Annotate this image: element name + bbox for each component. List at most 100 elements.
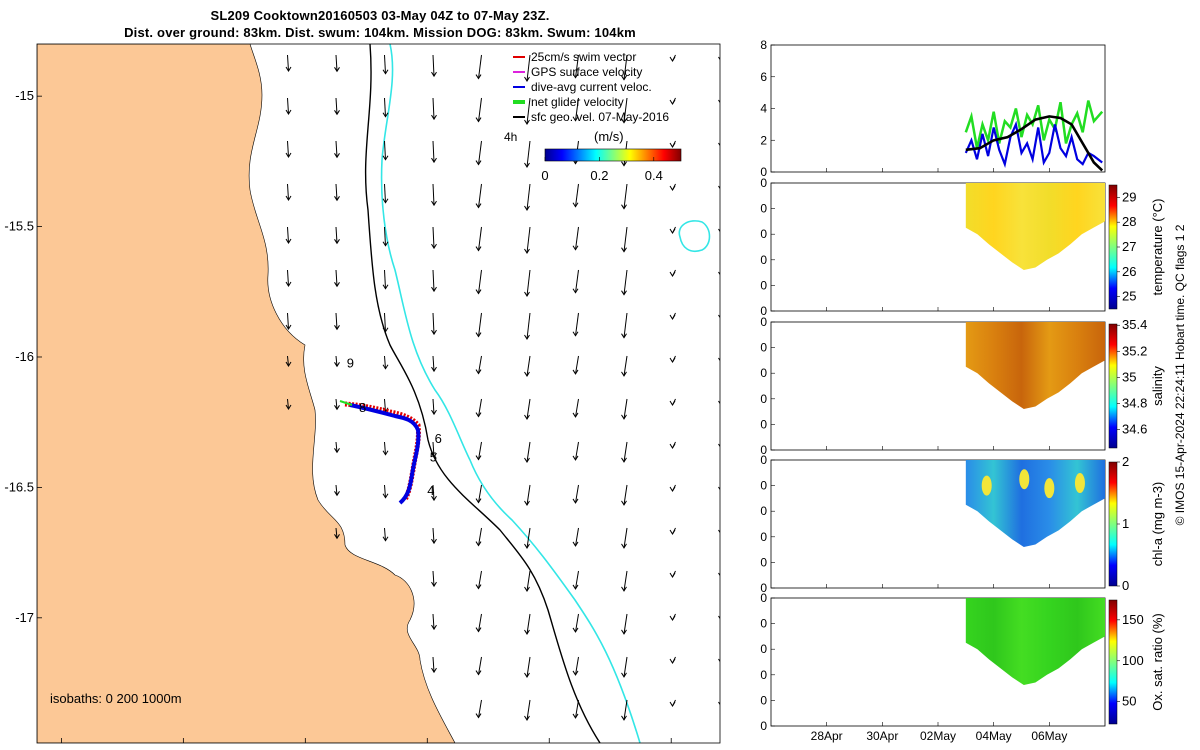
surface-velocity-arrow xyxy=(432,140,435,163)
chla-maximum-patch xyxy=(1074,473,1085,494)
surface-velocity-arrowhead xyxy=(572,455,579,461)
surface-velocity-arrow xyxy=(478,97,482,122)
surface-velocity-arrowhead xyxy=(475,332,482,338)
surface-velocity-arrowhead xyxy=(475,369,482,375)
oxygen-section-fill xyxy=(965,598,1105,685)
surface-velocity-arrowhead xyxy=(334,448,340,454)
surface-velocity-arrow xyxy=(478,54,482,79)
surface-velocity-arrowhead xyxy=(621,586,627,592)
depth-y-tick-label: 20 xyxy=(760,617,767,631)
panel-x-tick-label: 02May xyxy=(920,729,956,743)
surface-velocity-arrow xyxy=(721,313,724,319)
surface-velocity-arrowhead xyxy=(285,66,292,72)
surface-velocity-arrow xyxy=(432,441,435,458)
chla-colorbar xyxy=(1108,461,1118,587)
surface-velocity-arrowhead xyxy=(621,204,627,210)
surface-velocity-arrow xyxy=(335,312,338,330)
surface-velocity-arrowhead xyxy=(669,56,676,62)
surface-velocity-arrow xyxy=(478,570,482,589)
surface-velocity-arrowhead xyxy=(669,443,676,449)
time-series-panels: 00.20.40.60.8velocity magnitude (m/s)020… xyxy=(760,38,1165,743)
surface-velocity-arrowhead xyxy=(431,452,437,459)
day-label: 9 xyxy=(347,355,354,370)
surface-velocity-arrowhead xyxy=(524,371,530,377)
surface-velocity-arrowhead xyxy=(524,672,530,678)
colorbar-tick-label: 0 xyxy=(541,168,548,183)
surface-velocity-arrow xyxy=(623,97,628,123)
surface-velocity-arrowhead xyxy=(334,491,340,497)
depth-y-tick-label: 20 xyxy=(760,479,767,493)
surface-velocity-arrow xyxy=(287,140,289,158)
surface-velocity-arrow xyxy=(384,398,386,412)
surface-velocity-arrowhead xyxy=(669,99,676,105)
surface-velocity-arrowhead xyxy=(475,541,482,547)
surface-velocity-arrowhead xyxy=(475,289,482,295)
surface-velocity-arrow xyxy=(575,97,579,121)
surface-velocity-arrowhead xyxy=(572,670,579,676)
surface-velocity-arrowhead xyxy=(572,288,579,294)
surface-velocity-arrow xyxy=(335,355,338,367)
surface-velocity-arrow xyxy=(335,97,338,115)
surface-velocity-arrow xyxy=(721,98,724,104)
surface-velocity-arrow xyxy=(526,613,531,635)
surface-velocity-arrow xyxy=(432,570,435,587)
velocity-y-tick-label: 0.8 xyxy=(760,38,767,52)
isobath-1000m xyxy=(380,44,641,743)
surface-velocity-arrow xyxy=(721,55,724,61)
isobath-1000m-eddy xyxy=(678,220,711,253)
surface-velocity-arrowhead xyxy=(524,500,530,506)
surface-velocity-arrowhead xyxy=(382,241,389,247)
surface-velocity-arrowhead xyxy=(382,155,389,161)
surface-velocity-arrowhead xyxy=(621,715,627,721)
depth-y-tick-label: 20 xyxy=(760,341,767,355)
surface-velocity-arrowhead xyxy=(718,486,720,491)
surface-velocity-arrow xyxy=(432,226,435,249)
colorbar-tick-label: 27 xyxy=(1122,239,1136,254)
colorbar-title: (m/s) xyxy=(594,129,624,144)
temperature-section-fill xyxy=(965,183,1105,270)
surface-velocity-arrowhead xyxy=(669,615,676,621)
surface-velocity-arrowhead xyxy=(431,286,437,293)
map-y-tick-label: -17 xyxy=(15,610,34,625)
depth-y-tick-label: 100 xyxy=(760,719,767,733)
surface-velocity-arrowhead xyxy=(669,271,676,277)
surface-velocity-arrowhead xyxy=(572,202,579,208)
surface-velocity-arrow xyxy=(335,54,338,72)
surface-velocity-arrowhead xyxy=(334,67,340,73)
surface-velocity-arrowhead xyxy=(475,498,482,504)
depth-y-tick-label: 40 xyxy=(760,227,767,241)
isobath-200m xyxy=(364,44,601,743)
surface-velocity-arrowhead xyxy=(431,157,437,164)
surface-velocity-arrowhead xyxy=(572,369,579,375)
surface-velocity-arrowhead xyxy=(572,584,579,590)
surface-velocity-arrowhead xyxy=(572,498,579,504)
surface-velocity-arrow xyxy=(384,226,386,246)
surface-velocity-vectors xyxy=(285,54,724,721)
legend-item-label: dive-avg current veloc. xyxy=(531,80,652,94)
surface-velocity-arrowhead xyxy=(431,624,437,631)
map-frame xyxy=(36,43,721,744)
surface-velocity-arrowhead xyxy=(669,142,676,148)
surface-velocity-arrowhead xyxy=(572,713,579,719)
depth-y-tick-label: 100 xyxy=(760,304,767,318)
surface-velocity-arrow xyxy=(623,699,628,720)
map-x-axis: 144.5145145.5146146.5147 xyxy=(60,738,672,743)
depth-y-tick-label: 80 xyxy=(760,417,767,431)
colorbar-tick-label: 34.8 xyxy=(1122,395,1147,410)
imos-stamp: © IMOS 15-Apr-2024 22:24:11 Hobart time.… xyxy=(1173,224,1187,526)
surface-velocity-arrowhead xyxy=(669,658,676,664)
velocity-y-tick-label: 0.2 xyxy=(760,133,767,147)
surface-velocity-arrowhead xyxy=(334,196,340,202)
surface-velocity-arrowhead xyxy=(475,455,482,461)
surface-velocity-arrowhead xyxy=(334,405,340,411)
surface-velocity-arrow xyxy=(575,527,579,547)
depth-y-tick-label: 80 xyxy=(760,555,767,569)
salinity-colorbar-label: salinity xyxy=(1150,366,1165,406)
temperature-colorbar xyxy=(1108,184,1118,310)
surface-velocity-arrow xyxy=(335,269,338,287)
surface-velocity-arrowhead xyxy=(718,658,720,663)
surface-velocity-arrowhead xyxy=(621,75,627,81)
surface-velocity-arrowhead xyxy=(621,371,627,377)
surface-velocity-arrow xyxy=(432,54,435,77)
surface-velocity-arrow xyxy=(575,484,579,504)
